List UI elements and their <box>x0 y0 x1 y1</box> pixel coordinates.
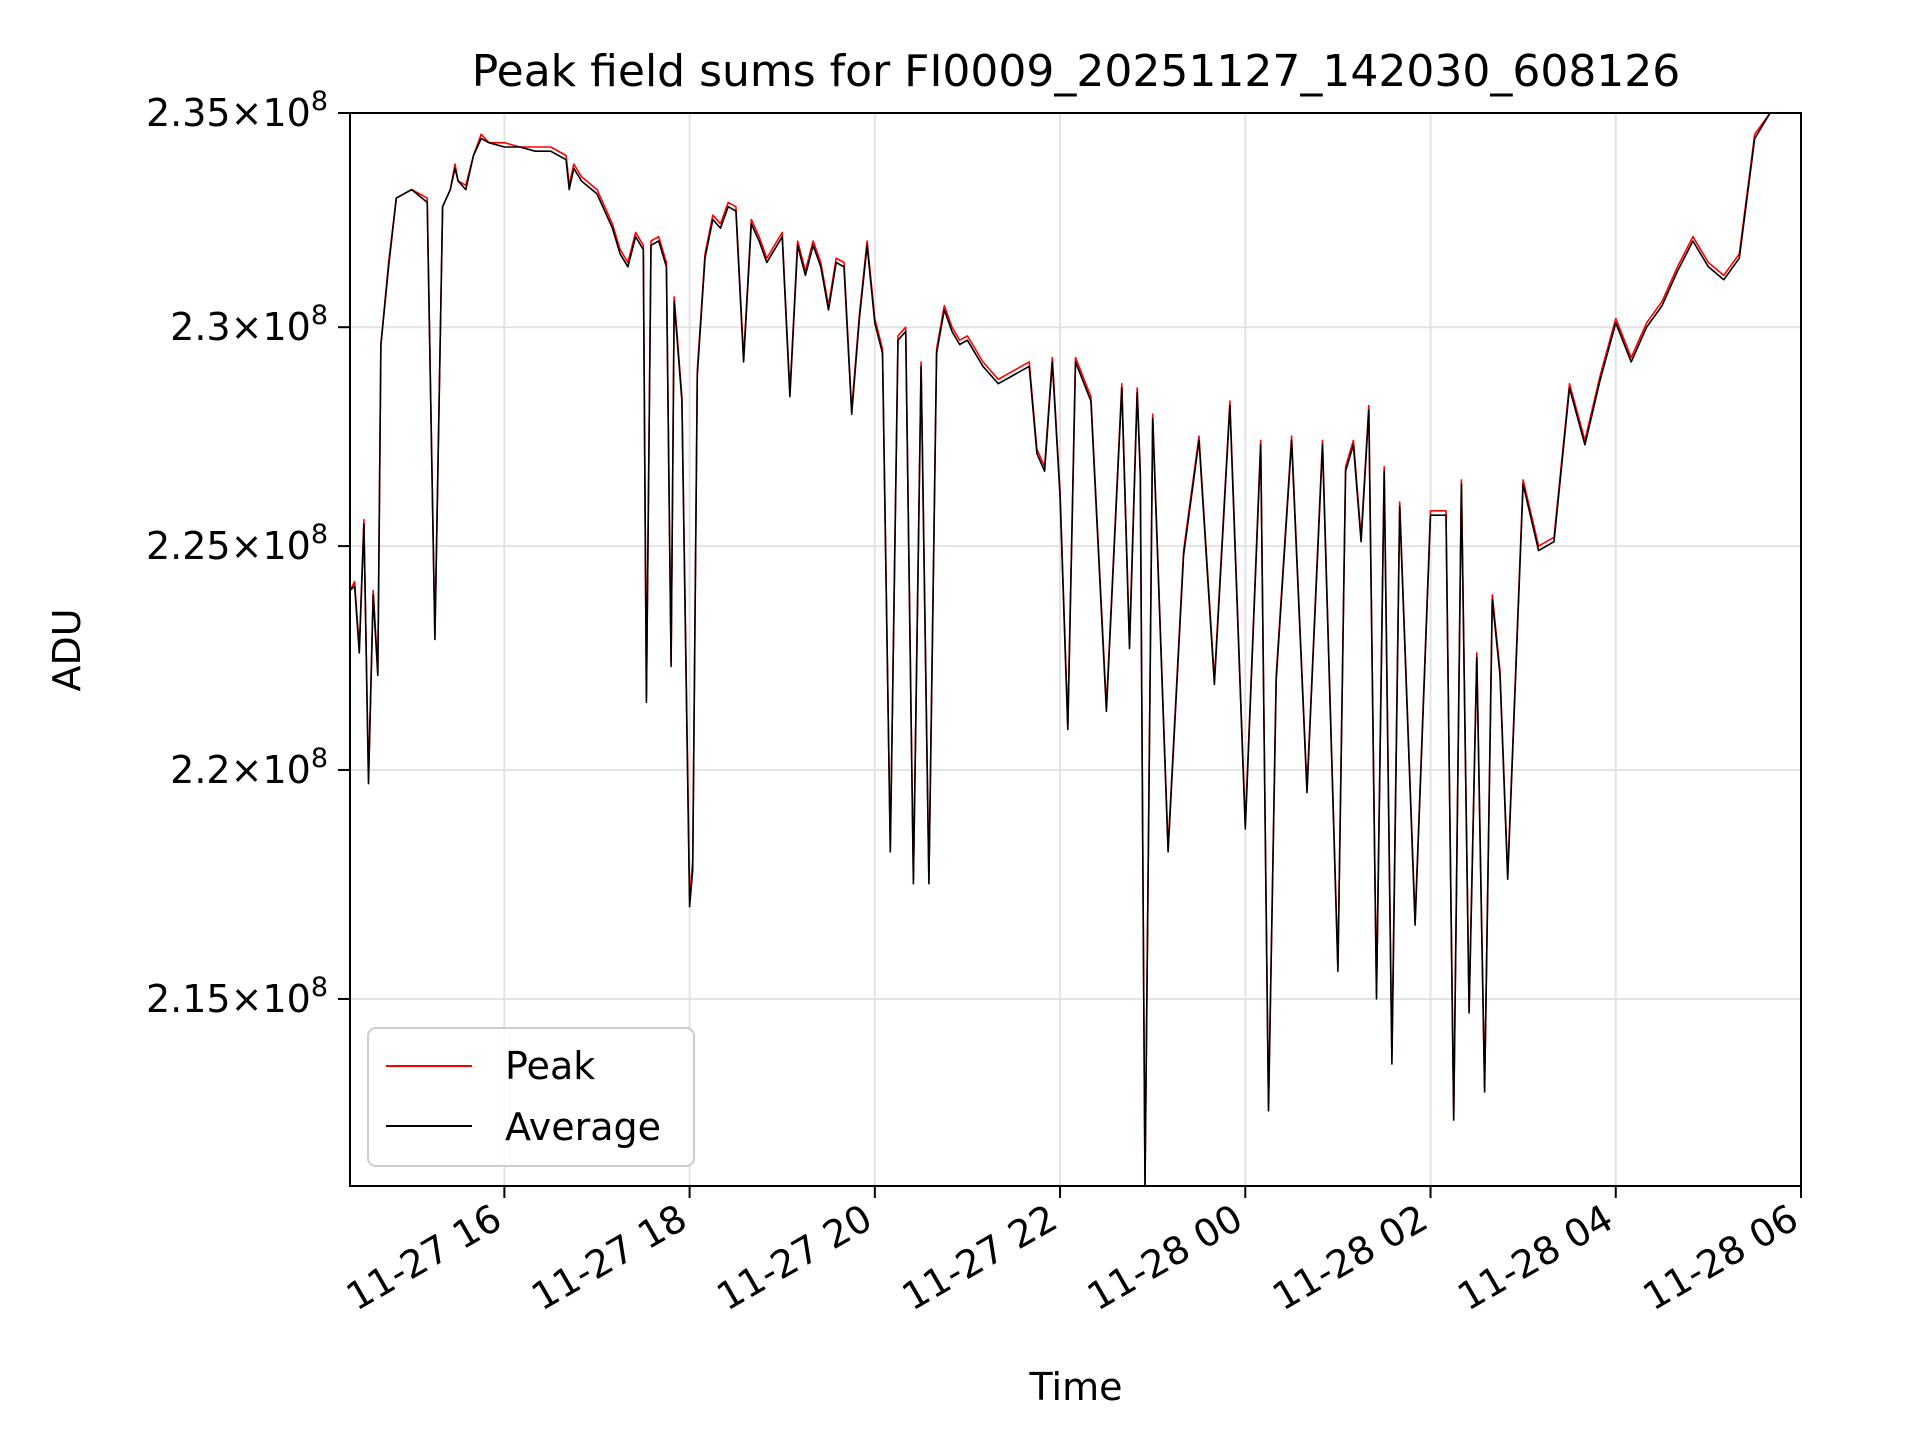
legend: Peak Average <box>367 1027 695 1167</box>
y-tick-label: 2.35×108 <box>146 86 328 135</box>
y-tick-base: 10 <box>262 91 310 135</box>
y-tick-base: 10 <box>262 524 310 568</box>
y-tick-exponent: 8 <box>311 86 328 117</box>
y-tick-times: × <box>231 305 263 349</box>
y-tick-times: × <box>231 524 263 568</box>
y-tick-label: 2.25×108 <box>146 519 328 568</box>
y-tick-mantissa: 2.3 <box>170 305 230 349</box>
y-tick-times: × <box>231 748 263 792</box>
y-tick-mantissa: 2.25 <box>146 524 231 568</box>
chart-title: Peak field sums for FI0009_20251127_1420… <box>472 46 1681 97</box>
y-tick-mantissa: 2.2 <box>170 748 230 792</box>
y-tick-base: 10 <box>262 977 310 1021</box>
y-tick-base: 10 <box>262 748 310 792</box>
legend-average-label: Average <box>505 1105 661 1149</box>
series-average-line <box>349 112 1801 1187</box>
y-tick-label: 2.3×108 <box>170 300 328 349</box>
legend-peak-label: Peak <box>505 1044 595 1088</box>
series-layer <box>349 112 1801 1187</box>
y-tick-exponent: 8 <box>311 972 328 1003</box>
y-tick-label: 2.2×108 <box>170 743 328 792</box>
y-tick-exponent: 8 <box>311 743 328 774</box>
y-tick-mantissa: 2.35 <box>146 91 231 135</box>
y-axis-label: ADU <box>45 608 89 691</box>
y-tick-exponent: 8 <box>311 519 328 550</box>
y-tick-times: × <box>231 977 263 1021</box>
y-tick-times: × <box>231 91 263 135</box>
legend-box <box>367 1027 695 1167</box>
y-tick-label: 2.15×108 <box>146 972 328 1021</box>
y-tick-mantissa: 2.15 <box>146 977 231 1021</box>
plot-frame <box>349 112 1802 1187</box>
y-tick-exponent: 8 <box>311 300 328 331</box>
x-axis-label: Time <box>1029 1365 1123 1409</box>
y-tick-base: 10 <box>262 305 310 349</box>
